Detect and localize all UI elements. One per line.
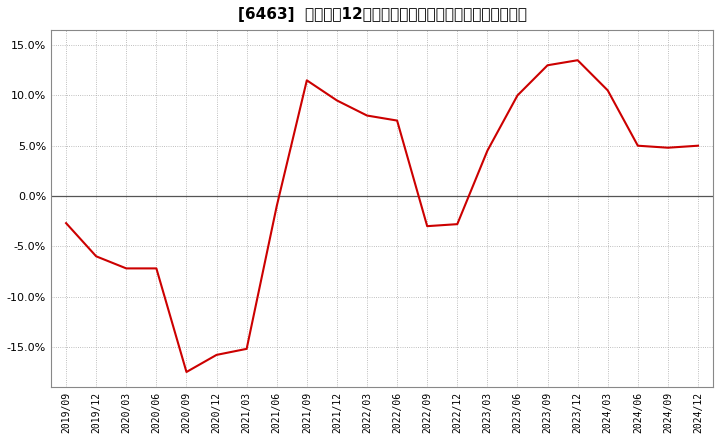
Title: [6463]  売上高の12か月移動合計の対前年同期増減率の推移: [6463] 売上高の12か月移動合計の対前年同期増減率の推移 bbox=[238, 7, 526, 22]
